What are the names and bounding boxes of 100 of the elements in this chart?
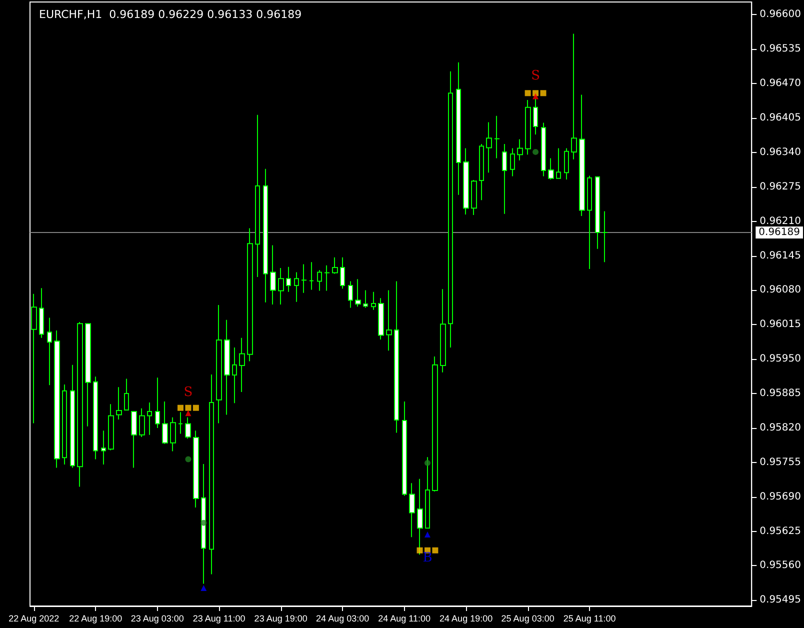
candlestick [263, 168, 268, 303]
candlestick [216, 304, 222, 424]
data-label: S [184, 385, 193, 400]
candlestick [324, 264, 330, 292]
candlestick [502, 143, 507, 214]
candlestick [448, 70, 453, 348]
candlestick [432, 356, 438, 492]
candlestick [62, 384, 67, 466]
candlestick [170, 416, 176, 452]
y-tick-label: 0.96145 [760, 250, 802, 262]
candlestick [47, 317, 52, 386]
y-tick-label: 0.95950 [760, 354, 802, 365]
candlestick [394, 280, 399, 434]
point [540, 90, 546, 96]
candlestick [440, 288, 446, 373]
ref-line-label: 0.96189 [758, 226, 800, 238]
candlestick [309, 262, 314, 290]
y-tick-label: 0.95820 [760, 422, 802, 434]
candlestick [155, 377, 160, 428]
point [524, 90, 531, 96]
candlestick [595, 176, 600, 250]
candlestick [54, 330, 60, 468]
data-label: B [422, 550, 432, 566]
y-tick-label: 0.95755 [760, 456, 802, 468]
candlestick [541, 122, 546, 177]
x-tick-label: 24 Aug 03:00 [316, 614, 370, 624]
y-tick-label: 0.96210 [760, 216, 802, 227]
y-tick-label: 0.96405 [760, 112, 802, 124]
point [532, 93, 539, 100]
point [200, 584, 207, 591]
x-tick-label: 23 Aug 03:00 [130, 614, 184, 624]
candlestick [294, 272, 299, 302]
y-tick-label: 0.96535 [760, 44, 802, 55]
text: EURCHF,H1 0.96189 0.96229 0.96133 0.96189 [39, 8, 302, 21]
y-tick-label: 0.95690 [760, 491, 802, 502]
candlestick [77, 322, 83, 488]
y-tick-label: 0.96275 [760, 181, 802, 192]
candlestick [587, 175, 592, 270]
candlestick [255, 114, 260, 278]
point [185, 410, 192, 416]
y-tick-label: 0.95625 [760, 526, 802, 537]
candlestick [494, 115, 500, 159]
candlestick [209, 374, 214, 575]
x-tick-label: 23 Aug 11:00 [192, 614, 246, 624]
x-tick-label: 22 Aug 19:00 [69, 614, 122, 624]
candlestick [108, 404, 114, 451]
candlestick [139, 408, 145, 438]
candlestick [332, 256, 338, 274]
candlestick [510, 148, 515, 177]
candlestick [101, 430, 106, 466]
candlestick [479, 143, 484, 201]
point [185, 456, 192, 462]
point [532, 148, 539, 155]
point [432, 547, 438, 554]
candlestick [564, 148, 569, 180]
candlestick [185, 416, 191, 440]
candlestick [409, 482, 415, 538]
candlestick [386, 290, 392, 352]
y-tick-label: 0.96470 [760, 78, 802, 90]
candlestick [116, 386, 122, 420]
candlestick [378, 298, 384, 340]
point [185, 404, 192, 411]
point [200, 520, 207, 526]
y-tick-label: 0.96340 [760, 146, 802, 158]
candlestick [178, 412, 183, 434]
candlestick [39, 288, 44, 338]
y-tick-label: 0.96600 [760, 9, 802, 20]
candlestick [286, 266, 291, 292]
x-tick-label: 22 Aug 2022 [8, 614, 60, 624]
candlestick [579, 94, 585, 217]
candlestick [340, 256, 345, 290]
y-tick-label: 0.95495 [760, 594, 802, 606]
point [424, 531, 430, 538]
candlestick [317, 270, 322, 292]
point [416, 547, 423, 554]
x-tick-label: 23 Aug 19:00 [254, 614, 308, 624]
candlestick [247, 228, 253, 362]
candlestick [239, 337, 245, 392]
candlestick [301, 264, 307, 294]
candlestick [131, 411, 137, 468]
candlestick [270, 244, 276, 306]
candlestick [571, 33, 577, 160]
candlestick [463, 148, 469, 215]
point [424, 460, 430, 466]
candlestick [147, 402, 152, 436]
x-tick-label: 25 Aug 11:00 [563, 614, 616, 624]
x-tick-label: 24 Aug 19:00 [440, 614, 493, 624]
candlestick [162, 400, 168, 444]
candlestick [371, 291, 376, 310]
candlestick [85, 322, 91, 427]
candlestick [363, 290, 368, 308]
candlestick [402, 400, 407, 496]
data-label: S [531, 68, 540, 84]
candlestick [355, 278, 361, 308]
point [192, 404, 199, 411]
candlestick [201, 464, 206, 584]
candlestick [348, 280, 353, 308]
candlestick [556, 148, 561, 179]
point [178, 404, 184, 411]
candlestick [486, 122, 492, 174]
